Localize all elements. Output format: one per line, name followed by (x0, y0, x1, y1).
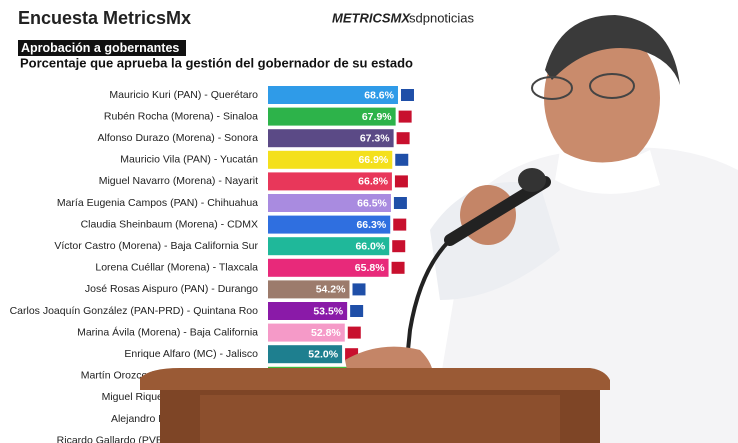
value-label: 65.8% (355, 262, 385, 274)
party-icon (393, 218, 407, 231)
bar (268, 86, 398, 104)
category-label: Miguel Navarro (Morena) - Nayarit (99, 175, 258, 187)
source: sdpnoticias (409, 10, 475, 25)
bar (268, 215, 391, 234)
party-icon (395, 153, 409, 166)
party-icon (400, 89, 414, 101)
value-label: 67.3% (360, 132, 390, 144)
value-label: 66.3% (356, 219, 386, 231)
party-icon (393, 197, 407, 209)
value-label: 52.8% (311, 327, 341, 339)
value-label: 52.0% (308, 348, 338, 360)
bar (268, 323, 345, 342)
category-label: Víctor Castro (Morena) - Baja California… (54, 240, 258, 252)
description: Porcentaje que aprueba la gestión del go… (20, 55, 413, 70)
photo (140, 0, 738, 443)
party-icon (350, 305, 364, 317)
bar (268, 172, 392, 191)
category-label: Claudia Sheinbaum (Morena) - CDMX (81, 218, 258, 230)
value-label: 66.5% (357, 197, 387, 209)
bar (268, 302, 348, 320)
category-label: Lorena Cuéllar (Morena) - Tlaxcala (95, 262, 258, 274)
bar (268, 280, 350, 299)
bar (268, 258, 389, 277)
subtitle-box (18, 40, 186, 56)
bar (268, 237, 390, 256)
category-label: Alfonso Durazo (Morena) - Sonora (98, 132, 259, 144)
subtitle: Aprobación a gobernantes (21, 41, 179, 55)
category-label: Carlos Joaquín González (PAN-PRD) - Quin… (10, 305, 259, 317)
value-label: 68.6% (364, 89, 394, 101)
value-label: 66.0% (355, 240, 385, 252)
category-label: Ricardo Gallardo (PVEM) - San Luis Potos… (57, 434, 258, 443)
category-label: Enrique Alfaro (MC) - Jalisco (124, 348, 258, 360)
party-icon (347, 326, 361, 339)
party-icon (396, 132, 410, 145)
chart-title: Encuesta MetricsMx (18, 8, 191, 28)
value-label: 67.9% (362, 111, 392, 123)
logo: METRICSMX (332, 10, 411, 25)
category-label: Mauricio Vila (PAN) - Yucatán (120, 154, 258, 166)
party-icon (398, 110, 412, 123)
bar (268, 107, 396, 126)
category-label: Mauricio Kuri (PAN) - Querétaro (109, 89, 258, 101)
bar (268, 150, 393, 169)
value-label: 54.2% (316, 284, 346, 296)
bar (268, 345, 343, 364)
party-icon (394, 175, 408, 188)
party-icon (391, 261, 405, 274)
value-label: 53.5% (313, 305, 343, 317)
bar (268, 194, 391, 212)
party-icon (392, 240, 406, 253)
category-label: Marina Ávila (Morena) - Baja California (77, 325, 258, 338)
value-label: 66.9% (358, 154, 388, 166)
bar (268, 129, 394, 148)
category-label: Rubén Rocha (Morena) - Sinaloa (104, 110, 258, 122)
category-label: José Rosas Aispuro (PAN) - Durango (85, 283, 258, 295)
category-label: María Eugenia Campos (PAN) - Chihuahua (57, 197, 258, 209)
party-icon (352, 283, 366, 296)
value-label: 66.8% (358, 176, 388, 188)
